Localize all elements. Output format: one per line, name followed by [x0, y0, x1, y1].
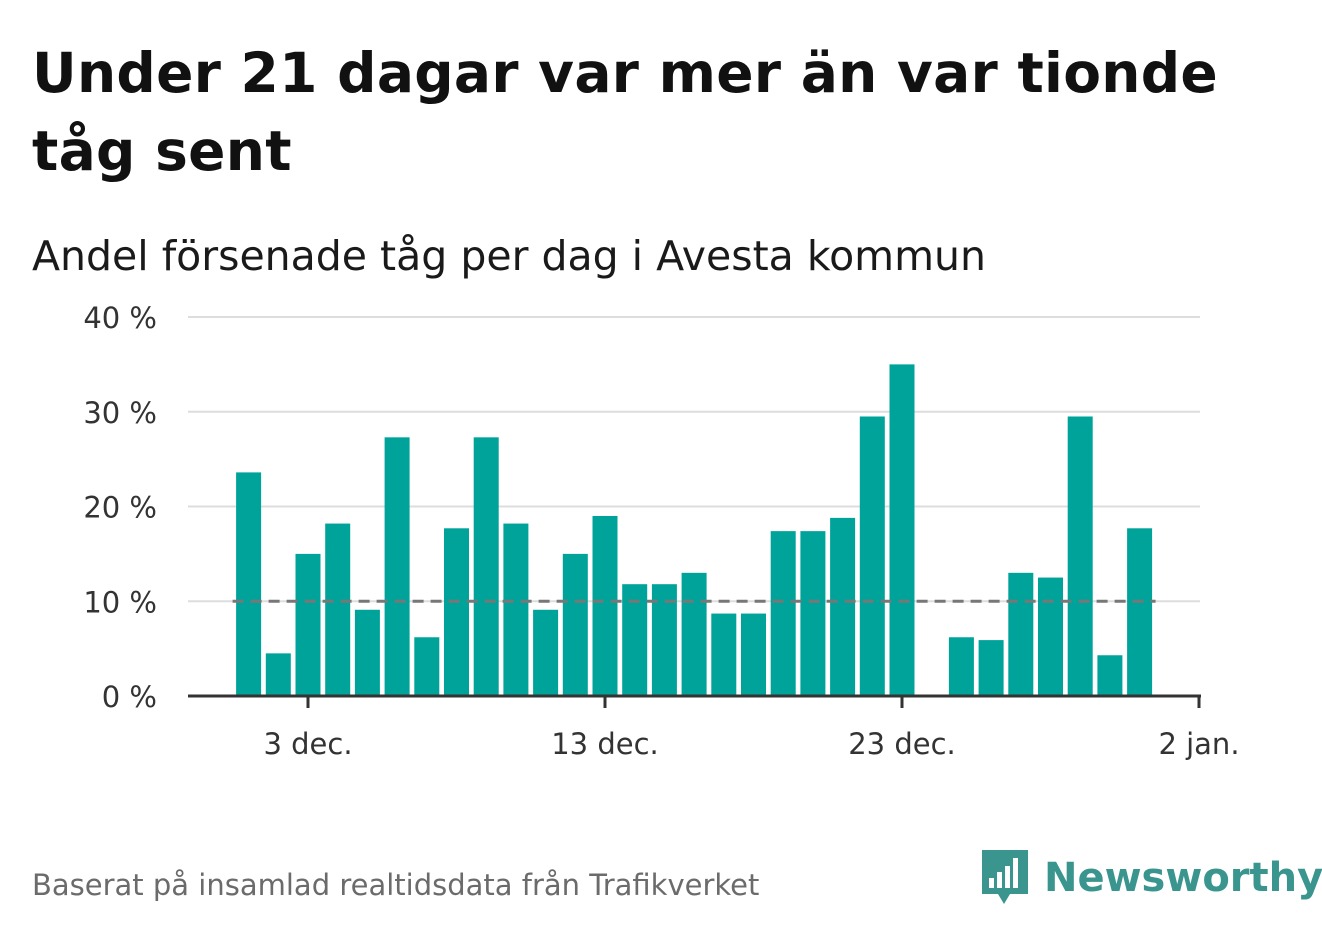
bar	[384, 437, 410, 696]
bar-chart: 0 % 10 % 20 % 30 % 40 % 3 dec. 13 dec. 23 dec.…	[83, 301, 1240, 761]
bar	[978, 640, 1004, 696]
y-tick-label: 30 %	[83, 396, 157, 430]
bar	[770, 531, 796, 696]
bar	[859, 416, 885, 696]
bar	[622, 584, 648, 696]
bar	[295, 553, 321, 696]
bars	[236, 364, 1153, 696]
x-axis: 3 dec. 13 dec. 23 dec. 2 jan.	[188, 694, 1240, 761]
bar	[1067, 416, 1093, 696]
bar	[800, 531, 826, 696]
bar	[592, 515, 618, 696]
logo-text: Newsworthy	[1044, 855, 1322, 901]
bar	[1038, 577, 1063, 696]
source-note: Baserat på insamlad realtidsdata från Tr…	[32, 868, 760, 902]
x-tick-label: 13 dec.	[551, 727, 659, 761]
bar	[651, 584, 677, 696]
bar	[1008, 572, 1034, 696]
bar	[830, 517, 856, 696]
bar	[265, 653, 291, 696]
chart-subtitle: Andel försenade tåg per dag i Avesta kom…	[32, 232, 987, 280]
bar	[503, 523, 529, 696]
x-tick-label: 2 jan.	[1158, 727, 1239, 761]
bar	[236, 472, 262, 696]
bar	[948, 637, 974, 696]
y-axis-tick-labels: 0 % 10 % 20 % 30 % 40 %	[83, 301, 157, 714]
bar	[562, 553, 588, 696]
bar	[1127, 528, 1153, 696]
newsworthy-logo: Newsworthy	[980, 848, 1322, 908]
bar	[681, 572, 707, 696]
bar-chart-speech-bubble-icon	[982, 850, 1028, 904]
bar	[414, 637, 440, 696]
y-tick-label: 20 %	[83, 491, 157, 525]
bar	[711, 613, 737, 696]
x-tick-label: 23 dec.	[848, 727, 956, 761]
y-tick-label: 10 %	[83, 585, 157, 619]
bar	[533, 609, 559, 696]
bar	[473, 437, 499, 696]
bar	[444, 528, 469, 696]
x-tick-label: 3 dec.	[263, 727, 352, 761]
bar	[741, 613, 766, 696]
bar	[889, 364, 915, 696]
y-tick-label: 40 %	[83, 301, 157, 335]
y-tick-label: 0 %	[102, 680, 157, 714]
bar	[354, 609, 380, 696]
bar	[325, 523, 351, 696]
chart-title: Under 21 dagar var mer än var tionde tåg…	[32, 41, 1219, 183]
bar	[1097, 655, 1123, 696]
